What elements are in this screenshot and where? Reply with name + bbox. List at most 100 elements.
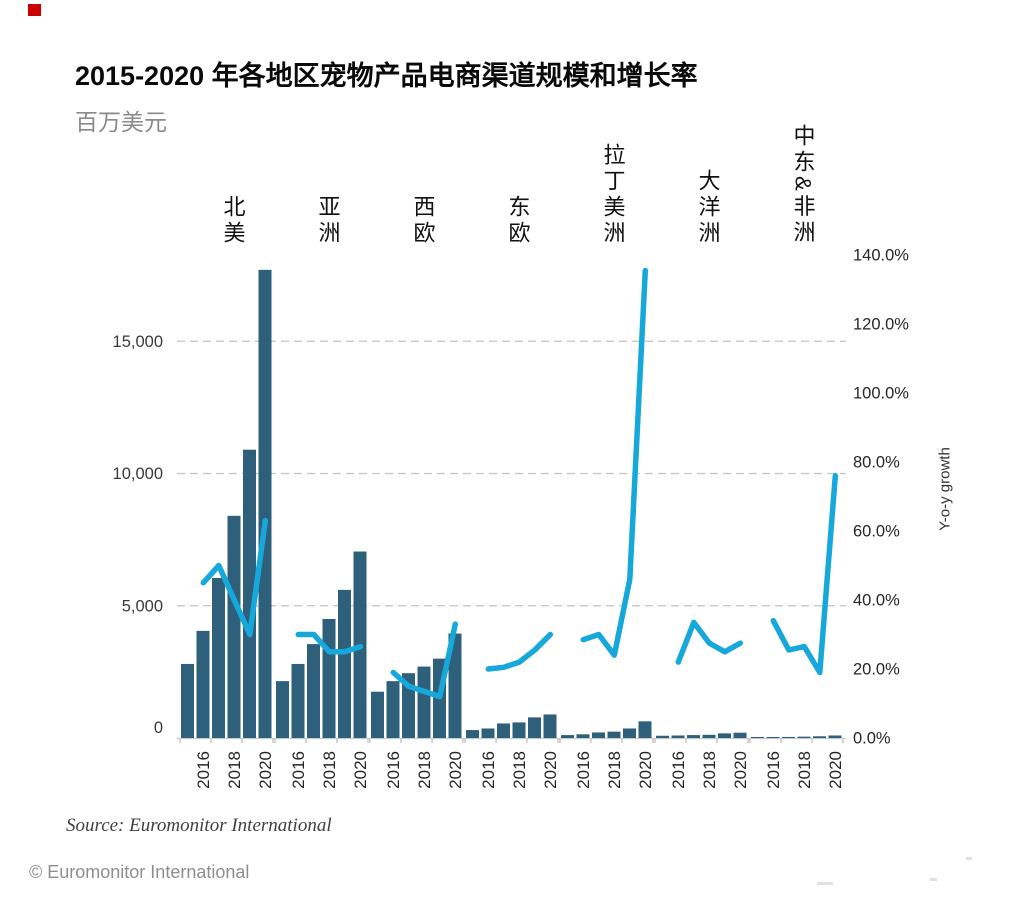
growth-line-0: [200, 517, 269, 638]
region-label-3: 东欧: [505, 195, 531, 247]
bar-6-2016: [766, 737, 780, 738]
region-label-5: 大洋洲: [695, 169, 721, 247]
bar-4-2020: [638, 721, 652, 738]
region-label-1: 亚洲: [315, 195, 341, 247]
x-tick-label: 2016: [289, 751, 308, 789]
x-tick-label: 2016: [764, 751, 783, 789]
bar-5-2016: [671, 735, 685, 738]
region-label-4: 拉丁美洲: [600, 143, 626, 247]
bar-2-2020: [448, 633, 462, 738]
x-tick-label: 2016: [479, 751, 498, 789]
x-tick-label: 2020: [351, 751, 370, 789]
right-axis-tick-label: 60.0%: [853, 523, 900, 541]
x-tick-label-group: 2016: [194, 751, 213, 789]
bar-6-2015: [751, 737, 764, 738]
x-tick-label: 2020: [731, 751, 750, 789]
right-axis-tick-label: 40.0%: [853, 592, 900, 610]
x-tick-label: 2018: [605, 751, 624, 789]
x-tick-label-group: 2018: [225, 751, 244, 789]
x-tick-label: 2018: [225, 751, 244, 789]
right-axis-title: Y-o-y growth: [936, 447, 953, 531]
x-tick-label: 2020: [446, 751, 465, 789]
x-tick-label: 2020: [826, 751, 845, 789]
x-tick-label-group: 2018: [510, 751, 529, 789]
bar-2-2016: [386, 681, 400, 738]
left-axis-tick-label: 15,000: [113, 333, 163, 351]
x-tick-label: 2018: [700, 751, 719, 789]
x-tick-label-group: 2018: [795, 751, 814, 789]
x-tick-label: 2020: [541, 751, 560, 789]
bar-4-2017: [592, 732, 605, 738]
x-tick-label: 2018: [510, 751, 529, 789]
right-axis-tick-label: 120.0%: [853, 316, 909, 334]
bar-4-2016: [576, 734, 590, 738]
bar-1-2018: [322, 618, 336, 738]
region-label-6: 中东&非洲: [790, 124, 816, 247]
bar-5-2015: [656, 735, 669, 738]
bar-3-2015: [466, 730, 479, 738]
x-tick-label-group: 2018: [415, 751, 434, 789]
bar-0-2019: [243, 449, 256, 738]
x-tick-label-group: 2016: [479, 751, 498, 789]
chart-unit-label: 百万美元: [75, 109, 167, 135]
bar-6-2020: [828, 735, 842, 738]
red-watermark-square: [28, 4, 41, 16]
right-axis-tick-label: 100.0%: [853, 385, 909, 403]
x-tick-label: 2018: [320, 751, 339, 789]
bar-5-2017: [687, 735, 700, 738]
bar-0-2017: [212, 577, 225, 738]
x-tick-label: 2018: [795, 751, 814, 789]
bar-3-2016: [481, 728, 495, 738]
stray-mark: [966, 857, 972, 860]
growth-line-6: [770, 473, 839, 676]
stray-mark: [817, 882, 833, 885]
bar-0-2020: [258, 269, 272, 738]
x-tick-label-group: 2020: [351, 751, 370, 789]
growth-line-5: [675, 619, 744, 665]
x-tick-label: 2016: [194, 751, 213, 789]
bar-2-2018: [417, 666, 431, 738]
left-axis-tick-label: 10,000: [113, 465, 163, 483]
region-label-2: 西欧: [410, 195, 436, 247]
right-axis-tick-label: 0.0%: [853, 730, 891, 748]
bar-6-2018: [797, 736, 811, 738]
x-tick-label-group: 2020: [636, 751, 655, 789]
footer-copyright: © Euromonitor International: [29, 862, 250, 882]
bar-5-2020: [733, 732, 747, 738]
right-axis-tick-label: 140.0%: [853, 247, 909, 265]
x-tick-label: 2016: [574, 751, 593, 789]
bar-3-2018: [512, 722, 526, 738]
x-tick-label-group: 2016: [764, 751, 783, 789]
bar-5-2019: [718, 733, 731, 738]
x-tick-label-group: 2016: [384, 751, 403, 789]
bar-3-2020: [543, 714, 557, 738]
bar-1-2017: [307, 644, 320, 738]
left-axis-tick-label: 5,000: [122, 597, 163, 615]
bar-2-2015: [371, 691, 384, 738]
chart-title: 2015-2020 年各地区宠物产品电商渠道规模和增长率: [75, 61, 698, 91]
x-tick-label-group: 2020: [731, 751, 750, 789]
bar-6-2017: [782, 736, 795, 738]
bar-5-2018: [702, 734, 716, 738]
right-axis-title-group: Y-o-y growth: [936, 447, 953, 531]
x-tick-label: 2018: [415, 751, 434, 789]
x-tick-label-group: 2020: [541, 751, 560, 789]
growth-line-4: [580, 267, 649, 658]
x-tick-label-group: 2016: [289, 751, 308, 789]
bar-0-2018: [227, 515, 241, 738]
x-tick-label: 2016: [669, 751, 688, 789]
bar-0-2016: [196, 630, 210, 738]
right-axis-tick-label: 20.0%: [853, 661, 900, 679]
x-tick-label-group: 2020: [256, 751, 275, 789]
x-tick-label-group: 2020: [446, 751, 465, 789]
x-tick-label-group: 2016: [669, 751, 688, 789]
bar-0-2015: [181, 663, 194, 738]
source-note: Source: Euromonitor International: [66, 815, 332, 836]
x-tick-label-group: 2018: [320, 751, 339, 789]
x-tick-label: 2020: [636, 751, 655, 789]
x-tick-label-group: 2020: [826, 751, 845, 789]
bar-6-2019: [813, 736, 826, 738]
bar-1-2015: [276, 681, 289, 738]
growth-line-2: [390, 621, 459, 700]
